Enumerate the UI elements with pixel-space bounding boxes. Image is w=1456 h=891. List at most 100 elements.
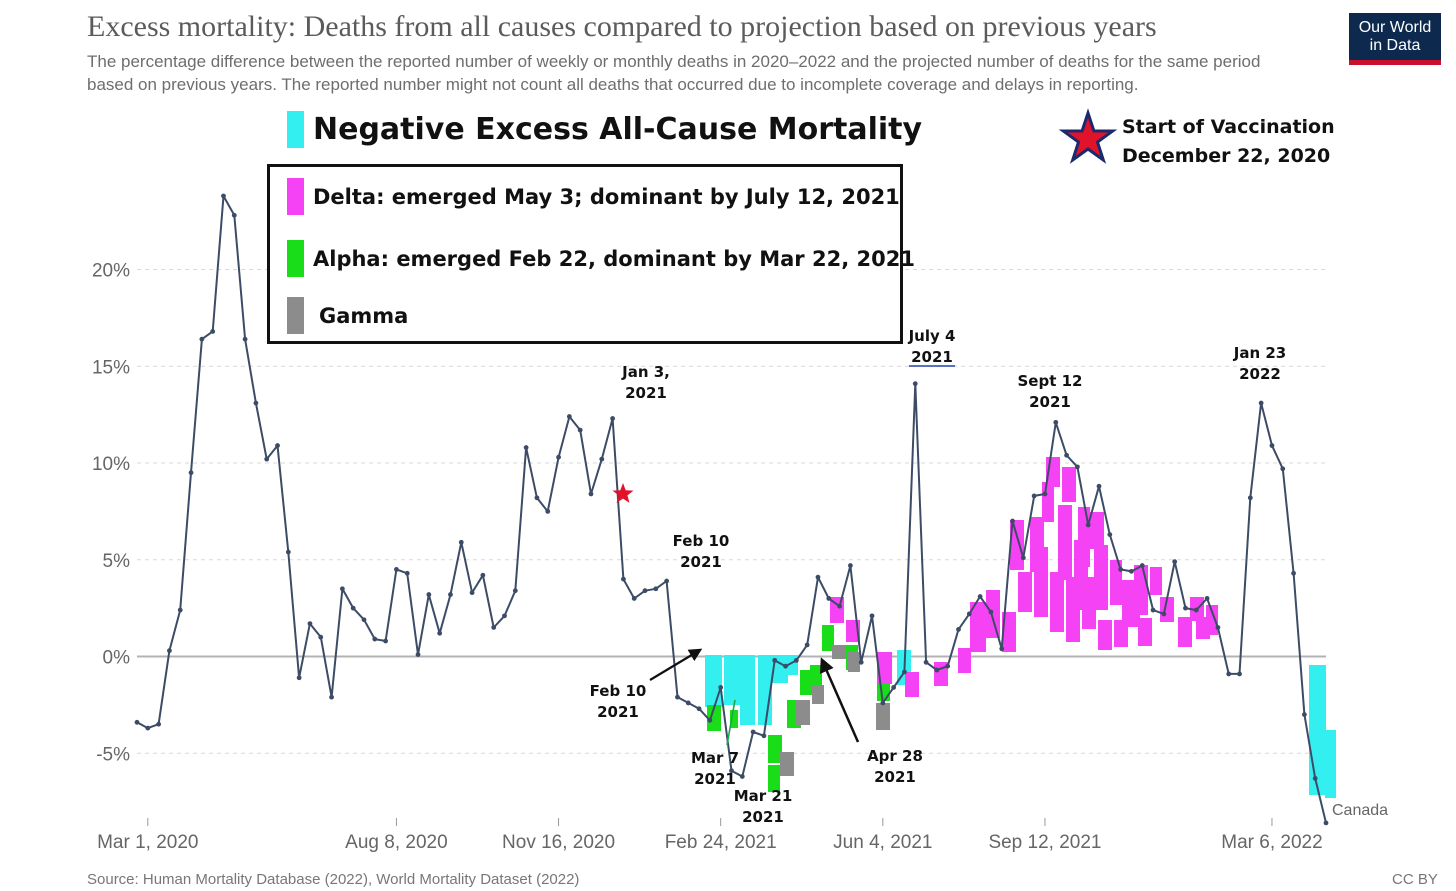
data-point[interactable] — [1193, 607, 1199, 613]
data-point[interactable] — [1118, 567, 1124, 572]
data-point[interactable] — [1139, 563, 1145, 568]
data-point[interactable] — [167, 648, 172, 654]
data-point[interactable] — [296, 675, 302, 681]
data-point[interactable] — [275, 443, 280, 448]
data-point[interactable] — [588, 491, 594, 497]
data-point[interactable] — [783, 663, 788, 669]
data-point[interactable] — [534, 495, 540, 501]
data-point[interactable] — [458, 539, 464, 545]
data-point[interactable] — [210, 329, 216, 334]
data-point[interactable] — [999, 646, 1005, 652]
canada-series[interactable]: Canada — [134, 193, 1389, 826]
data-point[interactable] — [902, 669, 907, 675]
data-point[interactable] — [718, 685, 724, 690]
data-point[interactable] — [1150, 607, 1156, 613]
data-point[interactable] — [956, 627, 961, 632]
data-point[interactable] — [599, 456, 605, 462]
license-link[interactable]: CC BY — [1392, 871, 1438, 888]
data-point[interactable] — [1237, 671, 1242, 677]
data-point[interactable] — [1107, 532, 1113, 537]
data-point[interactable] — [523, 445, 529, 450]
data-point[interactable] — [1064, 452, 1069, 458]
data-point[interactable] — [491, 625, 497, 630]
data-point[interactable] — [1215, 625, 1221, 630]
data-point[interactable] — [426, 592, 432, 597]
data-point[interactable] — [675, 694, 680, 700]
data-point[interactable] — [772, 657, 778, 663]
data-point[interactable] — [642, 588, 648, 594]
data-point[interactable] — [815, 574, 821, 580]
data-point[interactable] — [1096, 483, 1102, 489]
data-point[interactable] — [221, 193, 226, 199]
data-point[interactable] — [869, 613, 875, 619]
data-point[interactable] — [1183, 605, 1188, 611]
data-point[interactable] — [988, 609, 994, 615]
data-point[interactable] — [1161, 611, 1167, 617]
data-point[interactable] — [1323, 820, 1329, 826]
data-point[interactable] — [285, 549, 291, 555]
data-point[interactable] — [610, 416, 615, 421]
data-point[interactable] — [1291, 570, 1296, 576]
data-point[interactable] — [1020, 555, 1026, 561]
data-point[interactable] — [793, 657, 799, 663]
data-point[interactable] — [945, 663, 951, 669]
data-point[interactable] — [264, 456, 270, 462]
data-point[interactable] — [1010, 518, 1015, 524]
data-point[interactable] — [253, 400, 259, 406]
data-point[interactable] — [480, 572, 486, 578]
data-point[interactable] — [566, 414, 572, 419]
data-point[interactable] — [188, 470, 194, 476]
data-point[interactable] — [469, 590, 475, 596]
data-point[interactable] — [826, 596, 832, 601]
data-point[interactable] — [923, 659, 929, 665]
data-point[interactable] — [1247, 495, 1253, 501]
data-point[interactable] — [848, 563, 853, 568]
data-point[interactable] — [804, 642, 810, 648]
data-point[interactable] — [1172, 559, 1178, 565]
data-point[interactable] — [761, 733, 767, 739]
data-point[interactable] — [512, 588, 518, 594]
data-point[interactable] — [556, 454, 561, 460]
data-point[interactable] — [1312, 776, 1318, 781]
data-point[interactable] — [631, 596, 637, 601]
data-point[interactable] — [1301, 712, 1307, 717]
data-point[interactable] — [621, 576, 626, 582]
data-point[interactable] — [858, 659, 864, 665]
data-point[interactable] — [837, 603, 842, 609]
data-point[interactable] — [685, 700, 691, 706]
data-point[interactable] — [329, 694, 334, 700]
data-point[interactable] — [1085, 522, 1091, 528]
data-point[interactable] — [361, 617, 367, 623]
data-point[interactable] — [1129, 568, 1134, 574]
data-point[interactable] — [156, 721, 162, 727]
data-point[interactable] — [739, 774, 745, 779]
data-point[interactable] — [415, 652, 421, 657]
data-point[interactable] — [977, 594, 983, 599]
data-point[interactable] — [502, 613, 507, 619]
data-point[interactable] — [707, 717, 713, 723]
data-point[interactable] — [880, 700, 886, 706]
data-point[interactable] — [1226, 671, 1232, 677]
data-point[interactable] — [891, 685, 897, 690]
data-point[interactable] — [134, 719, 140, 725]
data-point[interactable] — [404, 570, 410, 576]
data-point[interactable] — [729, 768, 734, 774]
data-point[interactable] — [653, 586, 659, 592]
data-point[interactable] — [750, 729, 756, 735]
data-point[interactable] — [318, 634, 324, 640]
data-point[interactable] — [545, 508, 551, 514]
data-point[interactable] — [231, 212, 237, 218]
data-point[interactable] — [339, 586, 345, 592]
data-point[interactable] — [177, 607, 183, 613]
owid-logo[interactable]: Our World in Data — [1349, 13, 1441, 65]
data-point[interactable] — [966, 611, 972, 617]
data-point[interactable] — [696, 706, 702, 712]
data-point[interactable] — [242, 336, 248, 342]
data-point[interactable] — [394, 567, 399, 572]
data-point[interactable] — [383, 638, 389, 644]
data-point[interactable] — [577, 427, 583, 433]
data-point[interactable] — [934, 667, 940, 673]
data-point[interactable] — [1269, 443, 1275, 448]
data-point[interactable] — [448, 592, 453, 597]
data-point[interactable] — [1042, 491, 1048, 497]
